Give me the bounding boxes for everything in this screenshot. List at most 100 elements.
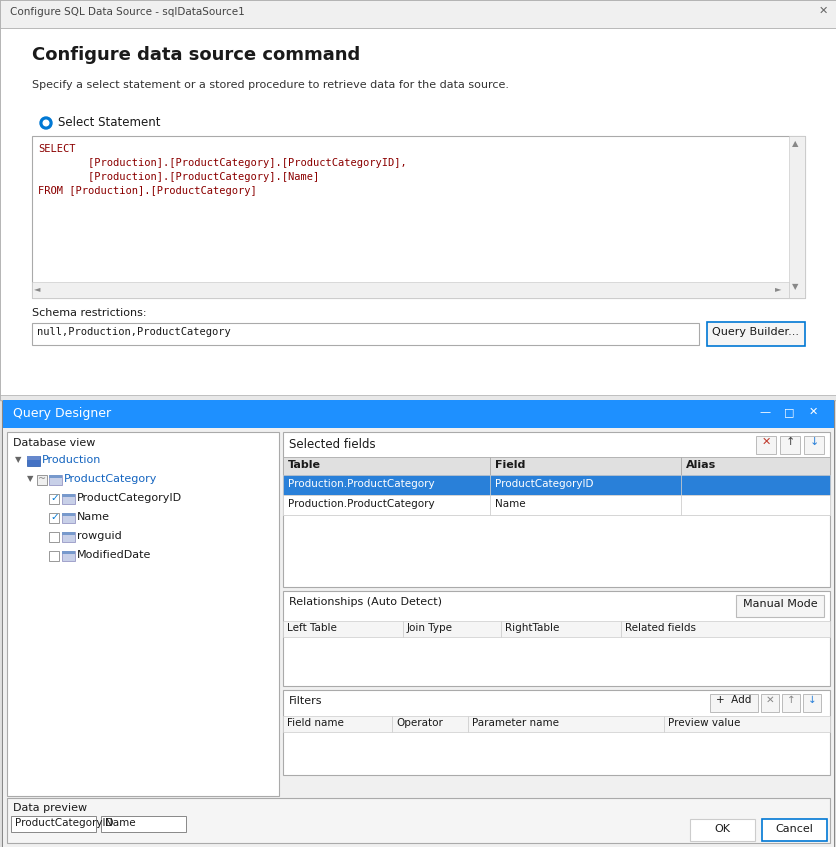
Text: ↑: ↑ — [786, 695, 794, 705]
Text: ✕: ✕ — [808, 407, 818, 417]
Text: RightTable: RightTable — [504, 623, 558, 633]
Bar — [663, 716, 829, 732]
Text: ▼: ▼ — [27, 474, 33, 483]
Bar — [62, 551, 75, 554]
Text: Query Builder...: Query Builder... — [711, 327, 798, 337]
Bar — [802, 694, 820, 712]
Text: ModifiedDate: ModifiedDate — [77, 550, 151, 560]
Bar — [283, 475, 829, 495]
Circle shape — [43, 120, 48, 126]
Bar — [489, 495, 681, 515]
Text: OK: OK — [713, 824, 729, 834]
Text: ProductCategoryID: ProductCategoryID — [15, 818, 114, 828]
Text: Production.ProductCategory: Production.ProductCategory — [288, 479, 434, 489]
Text: —: — — [758, 407, 769, 417]
Bar — [49, 551, 59, 561]
Bar — [283, 457, 489, 475]
Bar — [27, 456, 40, 466]
Bar — [3, 400, 833, 428]
Text: Cancel: Cancel — [774, 824, 812, 834]
Bar — [62, 532, 75, 542]
Text: Alias: Alias — [686, 460, 716, 470]
Text: ✓: ✓ — [50, 512, 59, 522]
Text: ProductCategoryID: ProductCategoryID — [494, 479, 593, 489]
Bar — [49, 494, 59, 504]
Bar — [49, 513, 59, 523]
Bar — [489, 457, 681, 475]
Bar — [62, 494, 75, 497]
Bar — [283, 690, 829, 775]
Bar — [62, 494, 75, 504]
Text: Relationships (Auto Detect): Relationships (Auto Detect) — [288, 597, 441, 607]
Bar — [62, 513, 75, 523]
Text: Field name: Field name — [287, 718, 344, 728]
Text: Related fields: Related fields — [624, 623, 696, 633]
Bar — [467, 716, 663, 732]
Text: Manual Mode: Manual Mode — [742, 599, 816, 609]
Text: ProductCategoryID: ProductCategoryID — [77, 493, 182, 503]
Bar — [49, 475, 62, 485]
Bar — [37, 475, 47, 485]
Text: Query Designer: Query Designer — [13, 407, 111, 420]
Text: Name: Name — [77, 512, 110, 522]
Text: Join Type: Join Type — [406, 623, 452, 633]
Text: Operator: Operator — [395, 718, 442, 728]
Text: Data preview: Data preview — [13, 803, 87, 813]
Bar — [391, 716, 467, 732]
Bar — [49, 532, 59, 542]
Text: ProductCategory: ProductCategory — [64, 474, 157, 484]
Bar — [760, 694, 778, 712]
Bar — [779, 436, 799, 454]
Bar — [283, 495, 489, 515]
Text: +  Add: + Add — [716, 695, 751, 705]
Text: ✕: ✕ — [765, 695, 773, 705]
Bar — [0, 0, 836, 400]
Text: [Production].[ProductCategory].[Name]: [Production].[ProductCategory].[Name] — [38, 172, 319, 182]
Bar — [735, 595, 823, 617]
Bar — [0, 28, 836, 400]
Bar — [32, 323, 698, 345]
Bar — [7, 432, 278, 796]
Text: rowguid: rowguid — [77, 531, 121, 541]
Bar — [283, 716, 391, 732]
Text: Database view: Database view — [13, 438, 95, 448]
Text: ↓: ↓ — [807, 695, 815, 705]
Bar — [681, 475, 829, 495]
Text: Field: Field — [494, 460, 525, 470]
Bar — [62, 551, 75, 561]
Bar — [0, 395, 836, 400]
Bar — [283, 621, 402, 637]
Circle shape — [40, 117, 52, 129]
Text: □: □ — [783, 407, 793, 417]
Bar — [0, 0, 836, 28]
Text: Preview value: Preview value — [667, 718, 740, 728]
Text: ▲: ▲ — [791, 139, 798, 148]
Text: SELECT: SELECT — [38, 144, 75, 154]
Text: Selected fields: Selected fields — [288, 438, 375, 451]
Text: Name: Name — [494, 499, 525, 509]
Bar — [709, 694, 757, 712]
Bar — [283, 475, 489, 495]
Bar — [681, 495, 829, 515]
Text: Specify a select statement or a stored procedure to retrieve data for the data s: Specify a select statement or a stored p… — [32, 80, 508, 90]
Bar — [755, 436, 775, 454]
Text: Parameter name: Parameter name — [472, 718, 558, 728]
Text: Table: Table — [288, 460, 321, 470]
Bar — [32, 282, 788, 298]
Bar — [803, 436, 823, 454]
Bar — [681, 457, 829, 475]
Text: FROM [Production].[ProductCategory]: FROM [Production].[ProductCategory] — [38, 186, 257, 196]
Bar — [49, 475, 62, 478]
Bar — [283, 432, 829, 587]
Bar — [3, 400, 833, 847]
Bar — [7, 798, 829, 843]
Bar — [489, 475, 681, 495]
Text: ↑: ↑ — [784, 437, 793, 447]
Text: Production.ProductCategory: Production.ProductCategory — [288, 499, 434, 509]
Bar — [781, 694, 799, 712]
Text: ✕: ✕ — [761, 437, 770, 447]
Text: ✕: ✕ — [818, 6, 828, 16]
Text: ↓: ↓ — [808, 437, 818, 447]
Text: Filters: Filters — [288, 696, 322, 706]
Bar — [689, 819, 754, 841]
